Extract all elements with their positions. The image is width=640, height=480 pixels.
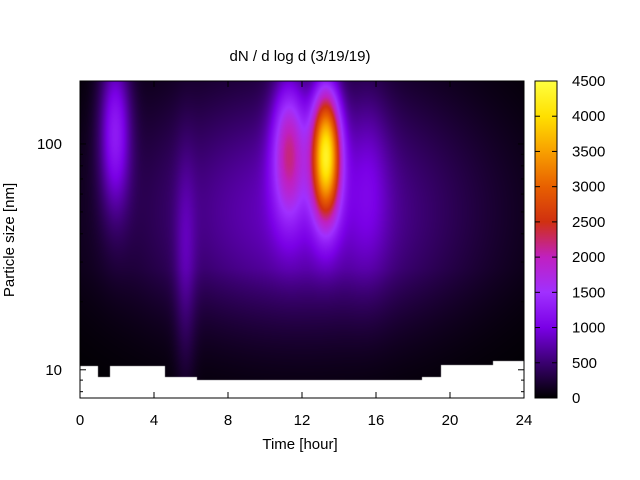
colorbar-tick-label: 3500 (572, 143, 605, 160)
colorbar-tick-label: 1000 (572, 320, 605, 337)
y-axis-label: Particle size [nm] (1, 183, 18, 297)
colorbar-tick-label: 2000 (572, 249, 605, 266)
colorbar-tick-label: 0 (572, 390, 580, 407)
colorbar: 0 500 1000 1500 2000 2500 3000 3500 4000 4500 (534, 73, 605, 407)
colorbar-tick-label: 1500 (572, 284, 605, 301)
x-tick-label: 12 (294, 412, 311, 429)
colorbar-tick-label: 500 (572, 355, 597, 372)
x-tick-label: 0 (76, 412, 84, 429)
x-tick-label: 20 (442, 412, 459, 429)
x-axis: 0 4 8 12 16 20 24 (76, 81, 533, 429)
y-tick-label: 100 (37, 136, 62, 153)
x-tick-label: 16 (368, 412, 385, 429)
y-axis: 10 100 (37, 136, 524, 393)
colorbar-gradient (534, 80, 558, 399)
chart-title: dN / d log d (3/19/19) (230, 48, 371, 65)
colorbar-tick-label: 2500 (572, 214, 605, 231)
colorbar-tick-label: 3000 (572, 179, 605, 196)
colorbar-tick-label: 4500 (572, 73, 605, 90)
x-tick-label: 24 (516, 412, 533, 429)
colorbar-tick-label: 4000 (572, 108, 605, 125)
y-tick-label: 10 (45, 362, 62, 379)
colorbar-ticks: 0 500 1000 1500 2000 2500 3000 3500 4000 4500 (535, 73, 605, 407)
plot-area (79, 80, 525, 399)
x-tick-label: 4 (150, 412, 158, 429)
x-tick-label: 8 (224, 412, 232, 429)
x-axis-label: Time [hour] (262, 436, 337, 453)
heatmap-image (80, 81, 524, 398)
